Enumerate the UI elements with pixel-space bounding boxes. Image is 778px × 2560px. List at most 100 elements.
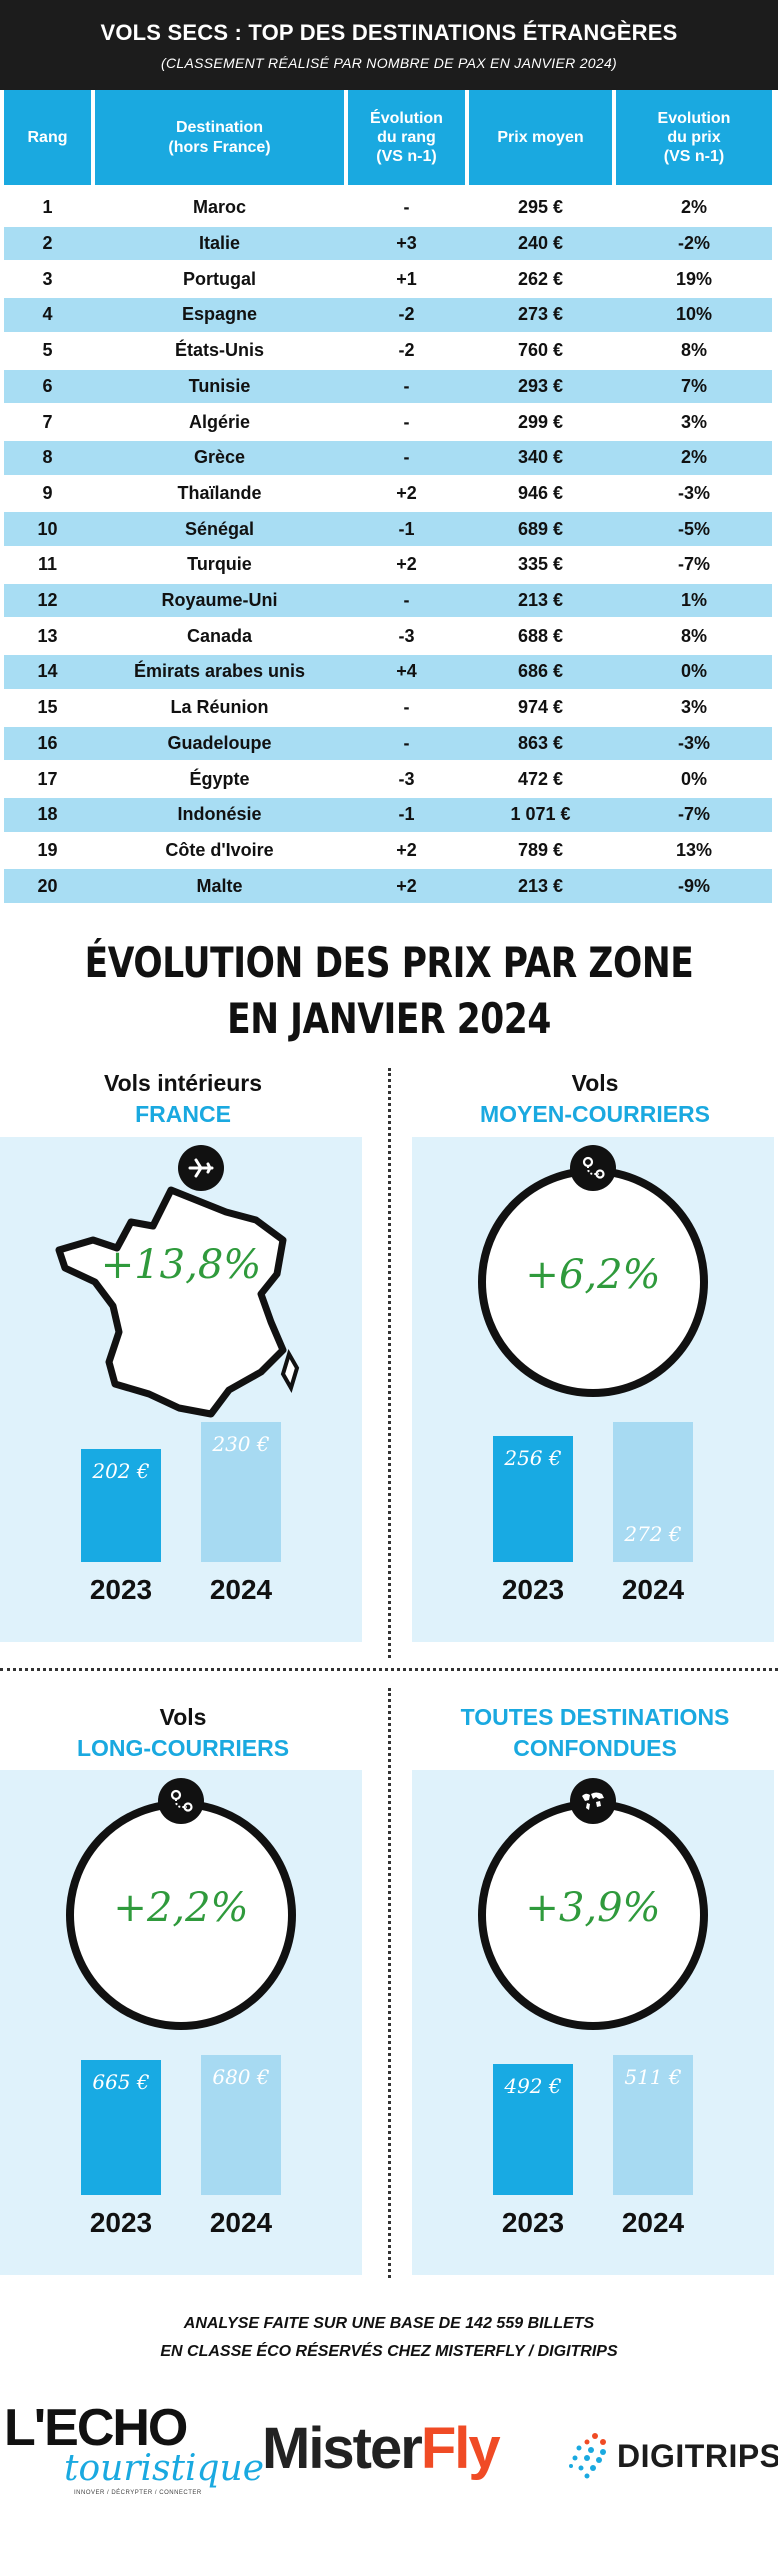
year-label: 2023	[501, 2207, 565, 2238]
table-row: 18 Indonésie -1 1 071 € -7%	[0, 797, 778, 833]
cell-avg-price: 295 €	[517, 197, 564, 218]
cell-price-change: 13%	[675, 839, 713, 860]
cell-rank: 11	[37, 554, 58, 575]
digitrips-dots-icon	[569, 2433, 606, 2479]
cell-rank: 14	[37, 661, 58, 682]
table-row: 3 Portugal +1 262 € 19%	[0, 261, 778, 297]
price-bar: 256 €	[493, 1436, 573, 1562]
cell-rank: 15	[37, 697, 58, 718]
column-header-destination: Destination (hors France)	[95, 90, 344, 185]
cell-rank-change: +3	[396, 233, 417, 254]
cell-avg-price: 213 €	[517, 590, 564, 611]
cell-rank-change: +2	[396, 875, 417, 896]
footnote-line-2: EN CLASSE ÉCO RÉSERVÉS CHEZ MISTERFLY / …	[160, 2343, 618, 2360]
cell-price-change: 2%	[680, 447, 707, 468]
table-row: 1 Maroc - 295 € 2%	[0, 190, 778, 226]
cell-avg-price: 273 €	[517, 304, 564, 325]
cell-destination: Royaume-Uni	[161, 590, 278, 611]
price-bar: 511 €	[613, 2055, 693, 2195]
cell-avg-price: 863 €	[517, 732, 564, 753]
world-map-icon	[570, 1778, 616, 1824]
digitrips-logo: DIGITRIPS	[565, 2424, 778, 2484]
year-label: 2024	[621, 1574, 685, 1605]
table-row: 13 Canada -3 688 € 8%	[0, 618, 778, 654]
cell-price-change: 3%	[680, 697, 707, 718]
price-change-value: +2,2%	[113, 1885, 249, 1931]
cell-rank-change: +1	[396, 268, 417, 289]
cell-rank-change: -	[403, 197, 410, 218]
bar-value-label: 256 €	[504, 1446, 562, 1470]
section-title: ÉVOLUTION DES PRIX PAR ZONE EN JANVIER 2…	[70, 935, 708, 1047]
table-row: 5 États-Unis -2 760 € 8%	[0, 333, 778, 369]
cell-avg-price: 1 071 €	[510, 804, 571, 825]
cell-rank-change: -3	[398, 625, 415, 646]
cell-rank: 8	[42, 447, 53, 468]
echo-logo-script: touristique	[64, 2448, 265, 2489]
section-title-line-2: EN JANVIER 2024	[227, 994, 551, 1043]
cell-avg-price: 293 €	[517, 375, 564, 396]
price-bar: 202 €	[81, 1449, 161, 1562]
bar-value-label: 492 €	[504, 2074, 562, 2098]
misterfly-logo-part-1: Mister	[262, 2416, 423, 2481]
cell-rank: 1	[42, 197, 53, 218]
cell-avg-price: 335 €	[517, 554, 564, 575]
cell-price-change: 2%	[680, 197, 707, 218]
cell-rank-change: +2	[396, 482, 417, 503]
cell-price-change: -2%	[677, 233, 710, 254]
cell-avg-price: 299 €	[517, 411, 564, 432]
cell-avg-price: 946 €	[517, 482, 564, 503]
cell-avg-price: 686 €	[517, 661, 564, 682]
panel-label-line-1: Vols	[159, 1704, 207, 1730]
cell-rank-change: +4	[396, 661, 417, 682]
footnote-line-1: ANALYSE FAITE SUR UNE BASE DE 142 559 BI…	[183, 2315, 595, 2332]
bar-value-label: 680 €	[212, 2065, 270, 2089]
cell-rank: 20	[37, 875, 58, 896]
panel-divider-horizontal	[0, 1668, 778, 1671]
cell-destination: Italie	[198, 233, 241, 254]
table-row: 20 Malte +2 213 € -9%	[0, 868, 778, 904]
cell-rank-change: -2	[398, 304, 415, 325]
cell-rank: 9	[42, 482, 53, 503]
cell-price-change: 3%	[680, 411, 707, 432]
cell-destination: Thaïlande	[177, 482, 262, 503]
misterfly-logo: MisterFly	[262, 2415, 501, 2482]
cell-avg-price: 974 €	[517, 697, 564, 718]
year-label: 2023	[89, 1574, 153, 1605]
table-header: Rang Destination (hors France) Évolution…	[0, 90, 778, 185]
price-bar: 492 €	[493, 2064, 573, 2195]
cell-price-change: 10%	[675, 304, 713, 325]
cell-rank: 18	[37, 804, 58, 825]
panel-label: TOUTES DESTINATIONS CONFONDUES	[412, 1702, 778, 1764]
cell-rank-change: -1	[398, 804, 415, 825]
cell-destination: Canada	[186, 625, 253, 646]
cell-rank: 5	[42, 340, 53, 361]
cell-rank-change: -	[403, 732, 410, 753]
cell-rank-change: +2	[396, 839, 417, 860]
cell-rank: 6	[42, 375, 53, 396]
price-bar: 680 €	[201, 2055, 281, 2195]
table-row: 16 Guadeloupe - 863 € -3%	[0, 726, 778, 762]
cell-rank: 17	[37, 768, 58, 789]
cell-avg-price: 789 €	[517, 839, 564, 860]
cell-rank-change: -	[403, 447, 410, 468]
column-header-price-change: Evolution du prix (VS n-1)	[616, 90, 772, 185]
cell-destination: Portugal	[182, 268, 256, 289]
cell-rank: 16	[37, 732, 58, 753]
price-change-value: +13,8%	[100, 1242, 262, 1288]
cell-price-change: 0%	[680, 661, 707, 682]
table-row: 17 Égypte -3 472 € 0%	[0, 761, 778, 797]
table-row: 2 Italie +3 240 € -2%	[0, 226, 778, 262]
cell-price-change: -7%	[677, 804, 710, 825]
table-row: 14 Émirats arabes unis +4 686 € 0%	[0, 654, 778, 690]
cell-rank: 7	[42, 411, 53, 432]
cell-rank: 3	[42, 268, 53, 289]
cell-destination: Guadeloupe	[167, 732, 272, 753]
cell-rank-change: -	[403, 697, 410, 718]
cell-price-change: -3%	[677, 482, 710, 503]
bar-value-label: 665 €	[92, 2070, 150, 2094]
year-label: 2024	[621, 2207, 685, 2238]
cell-avg-price: 472 €	[517, 768, 564, 789]
cell-destination: Tunisie	[188, 375, 251, 396]
table-row: 4 Espagne -2 273 € 10%	[0, 297, 778, 333]
year-label: 2024	[209, 2207, 273, 2238]
